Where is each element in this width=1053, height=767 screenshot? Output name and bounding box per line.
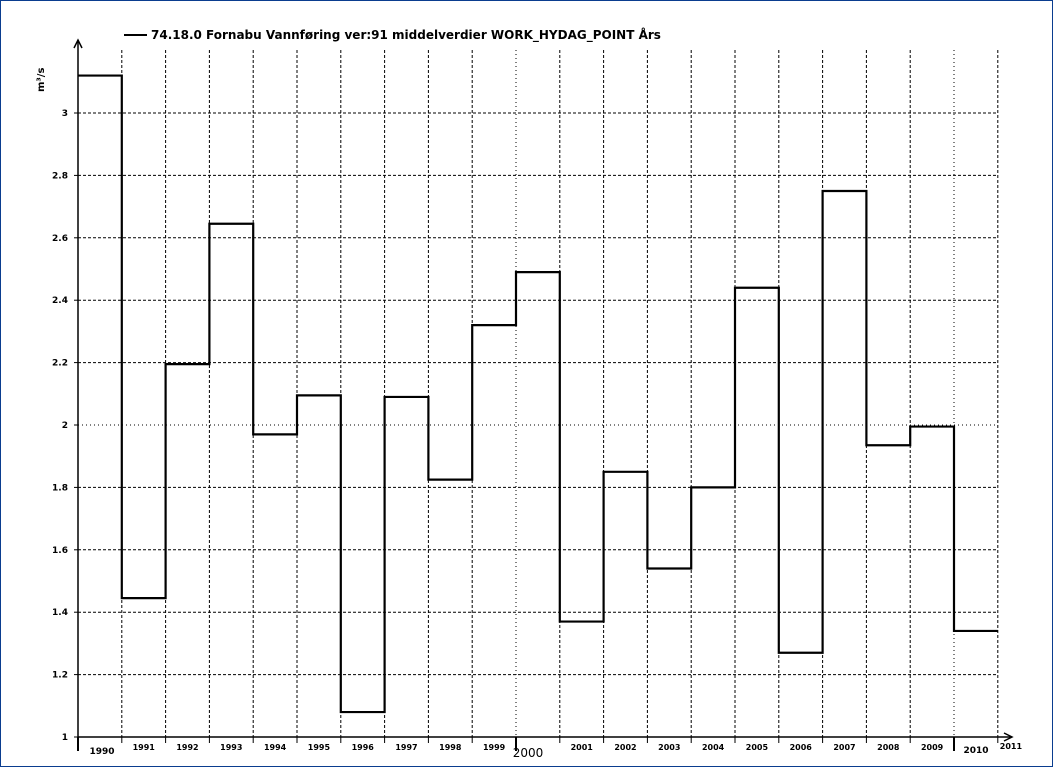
x-tick-label: 2005: [746, 743, 769, 752]
x-tick-label: 1991: [133, 743, 156, 752]
x-tick-label: 2004: [702, 743, 725, 752]
x-tick-label: 1996: [352, 743, 375, 752]
y-tick-labels: 1 1.2 1.4 1.6 1.8 2 2.2 2.4 2.6 2.8 3: [52, 109, 68, 743]
x-axis-arrow: [1003, 732, 1014, 742]
y-axis-arrow: [73, 38, 83, 49]
x-tick-label: 1998: [439, 743, 462, 752]
y-tick-label: 1.4: [52, 608, 68, 618]
y-tick-label: 2.6: [52, 234, 68, 244]
y-tick-label: 1.2: [52, 671, 68, 681]
grid-lines: [78, 50, 999, 737]
y-tick-label: 2.4: [52, 296, 68, 306]
y-tick-label: 1.8: [52, 483, 68, 493]
y-tick-label: 1: [62, 733, 68, 743]
series-group: [78, 74, 998, 714]
x-tick-label: 1999: [483, 743, 506, 752]
x-tick-label: 2000: [513, 746, 544, 760]
x-tick-label: 2001: [571, 743, 594, 752]
x-tick-label: 1995: [308, 743, 331, 752]
x-tick-labels: 1990 1991 1992 1993 1994 1995 1996 1997 1998 1999…: [89, 742, 1022, 760]
x-tick-label: 2007: [833, 743, 855, 752]
x-tick-label: 2011: [1000, 742, 1023, 751]
y-tick-label: 2.8: [52, 171, 68, 181]
x-tick-label: 1993: [220, 743, 242, 752]
y-tick-label: 2: [62, 421, 68, 431]
y-tick-label: 2.2: [52, 359, 68, 369]
x-tick-label: 1992: [176, 743, 198, 752]
legend-label: 74.18.0 Fornabu Vannføring ver:91 middel…: [151, 27, 661, 43]
x-tick-label: 2006: [790, 743, 813, 752]
y-tick-label: 3: [62, 109, 68, 119]
y-tick-label: 1.6: [52, 546, 68, 556]
y-axis-unit-label: m³/s: [36, 68, 47, 92]
axes: [73, 38, 1014, 751]
x-tick-label: 1997: [395, 743, 417, 752]
x-tick-label: 2010: [963, 746, 988, 756]
series-line: [78, 74, 998, 714]
x-tick-label: 2008: [877, 743, 900, 752]
x-tick-label: 1990: [89, 747, 114, 757]
x-tick-label: 2003: [658, 743, 680, 752]
x-tick-label: 2002: [614, 743, 636, 752]
x-tick-label: 1994: [264, 743, 287, 752]
legend: 74.18.0 Fornabu Vannføring ver:91 middel…: [124, 27, 661, 43]
x-tick-label: 2009: [921, 743, 944, 752]
